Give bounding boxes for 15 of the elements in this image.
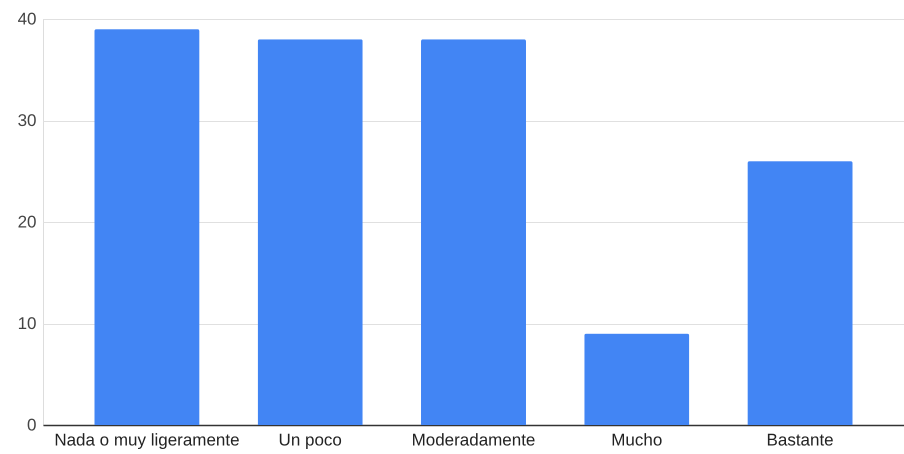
- bar: [748, 161, 853, 425]
- x-tick-label: Moderadamente: [412, 430, 536, 450]
- bar: [94, 29, 200, 425]
- y-tick-label: 20: [18, 212, 36, 232]
- x-tick-label: Mucho: [611, 430, 662, 450]
- y-tick-label: 10: [18, 314, 36, 333]
- x-tick-label: Un poco: [278, 430, 342, 450]
- bar: [421, 39, 526, 425]
- y-tick-label: 0: [27, 416, 36, 434]
- bar: [258, 39, 363, 425]
- bar: [584, 334, 690, 425]
- y-tick-label: 40: [18, 10, 36, 28]
- x-tick-label: Bastante: [766, 430, 834, 450]
- y-tick-label: 30: [18, 111, 36, 130]
- x-tick-label: Nada o muy ligeramente: [54, 430, 240, 450]
